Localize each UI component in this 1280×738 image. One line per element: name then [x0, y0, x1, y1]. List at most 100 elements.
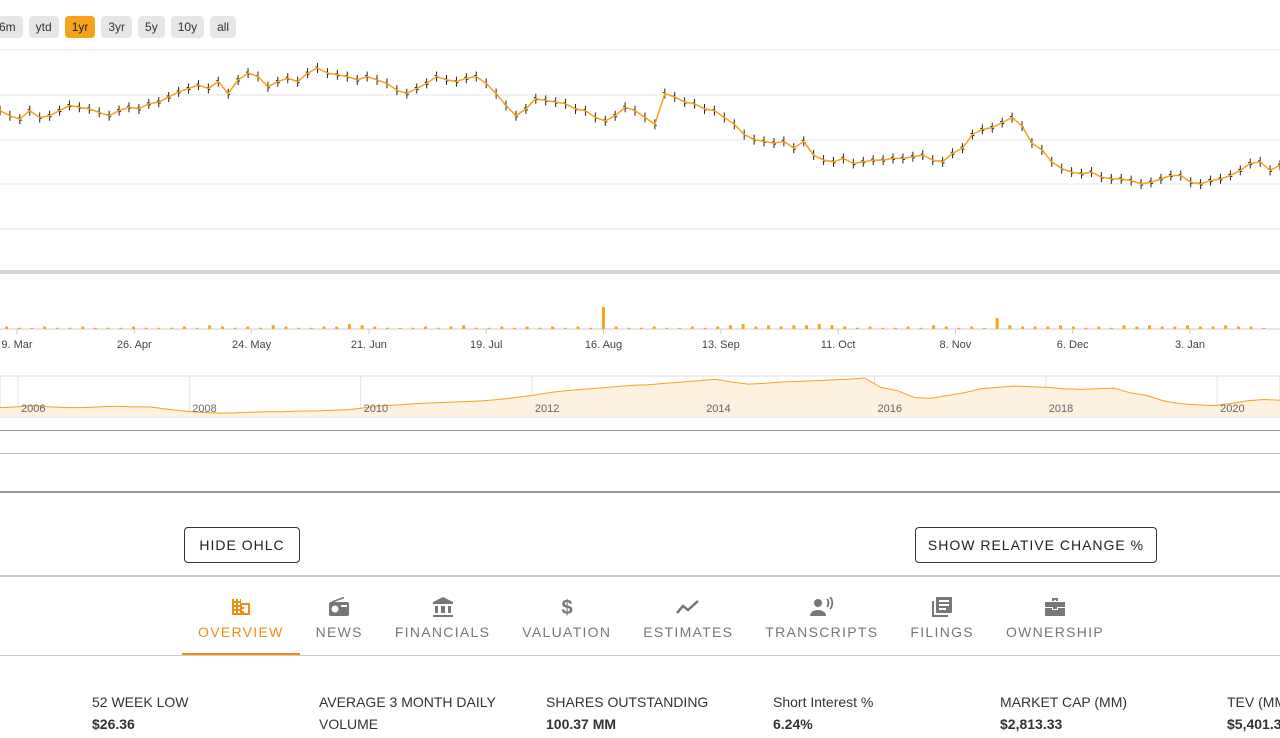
volume-bar	[449, 326, 453, 329]
bank-icon	[432, 595, 454, 619]
radio-icon	[328, 595, 350, 619]
stat-value: 6.24%	[773, 716, 813, 732]
x-tick-label: 16. Aug	[585, 339, 622, 351]
stat-52-week-low: 52 WEEK LOW $26.36	[92, 691, 319, 735]
tab-label: OVERVIEW	[198, 624, 284, 640]
stock-price-chart[interactable]: 9. Mar 26. Apr 24. May 21. Jun 19. Jul 16. Au…	[0, 0, 1280, 440]
range-button-ytd[interactable]: ytd	[28, 16, 59, 38]
stat-shares-outstanding: SHARES OUTSTANDING 100.37 MM	[546, 691, 773, 735]
volume-bar	[322, 326, 326, 329]
tab-label: VALUATION	[522, 624, 612, 640]
range-button-all[interactable]: all	[210, 16, 237, 38]
volume-bar	[678, 327, 682, 329]
volume-bar	[1249, 326, 1253, 329]
volume-bars	[5, 307, 1266, 329]
price-line	[0, 67, 1280, 185]
show-relative-change-button[interactable]: SHOW RELATIVE CHANGE %	[915, 527, 1157, 563]
volume-bar	[157, 327, 161, 329]
volume-bar	[1211, 326, 1215, 329]
tab-label: FINANCIALS	[394, 624, 491, 640]
stat-label: TEV (MM)	[1227, 694, 1280, 710]
volume-bar	[462, 325, 466, 329]
volume-bar	[982, 327, 986, 329]
volume-bar	[246, 326, 250, 329]
tab-filings[interactable]: FILINGS	[894, 583, 990, 656]
volume-bar	[220, 326, 224, 329]
volume-bar	[335, 326, 339, 329]
tab-overview[interactable]: OVERVIEW	[182, 583, 300, 656]
volume-bar	[360, 325, 364, 329]
volume-bar	[424, 326, 428, 329]
range-button-1yr[interactable]: 1yr	[64, 16, 96, 38]
volume-bar	[906, 326, 910, 329]
hide-ohlc-button[interactable]: HIDE OHLC	[184, 527, 300, 563]
range-button-6m[interactable]: 6m	[0, 16, 23, 38]
volume-bar	[106, 327, 110, 329]
volume-bar	[500, 326, 504, 329]
volume-bar	[347, 324, 351, 329]
volume-bar	[944, 326, 948, 329]
volume-bar	[868, 326, 872, 329]
volume-bar	[513, 327, 516, 329]
volume-bar	[830, 325, 834, 329]
volume-bar	[398, 327, 402, 329]
volume-bar	[436, 327, 440, 329]
navigator-area	[0, 378, 1280, 417]
volume-bar	[284, 326, 288, 329]
briefcase-icon	[1044, 595, 1066, 619]
volume-bar	[563, 327, 567, 329]
volume-bar	[68, 327, 72, 329]
tab-ownership[interactable]: OWNERSHIP	[990, 583, 1120, 656]
volume-bar	[652, 326, 656, 329]
stat-value: $2,813.33	[1000, 716, 1063, 732]
tabs-divider	[0, 655, 1280, 656]
x-tick-label: 24. May	[232, 339, 272, 351]
stat-avg-volume: AVERAGE 3 MONTH DAILY VOLUME	[319, 691, 546, 735]
volume-bar	[855, 327, 859, 329]
tab-transcripts[interactable]: TRANSCRIPTS	[749, 583, 894, 656]
speaker-icon	[809, 595, 834, 619]
tab-estimates[interactable]: ESTIMATES	[627, 583, 749, 656]
volume-bar	[373, 326, 377, 329]
volume-bar	[1148, 325, 1151, 329]
x-tick-label: 13. Sep	[702, 339, 740, 351]
stat-market-cap: MARKET CAP (MM) $2,813.33	[1000, 691, 1227, 735]
volume-bar	[1008, 325, 1012, 329]
volume-bar	[843, 326, 847, 329]
volume-bar	[474, 327, 478, 329]
tab-financials[interactable]: FINANCIALS	[379, 583, 506, 656]
tab-label: FILINGS	[910, 624, 974, 640]
trend-icon	[676, 595, 700, 619]
volume-bar	[690, 326, 694, 329]
scrollbar-track[interactable]	[0, 430, 1280, 431]
navigator-tick-label: 2012	[535, 403, 559, 415]
volume-bar	[754, 326, 758, 329]
volume-bar	[297, 327, 301, 329]
volume-bar	[805, 325, 809, 329]
navigator-tick-label: 2008	[192, 403, 216, 415]
document-icon	[932, 595, 953, 619]
volume-bar	[182, 326, 186, 329]
tab-valuation[interactable]: $ VALUATION	[506, 583, 627, 656]
chart-search-input[interactable]	[0, 462, 566, 486]
tab-news[interactable]: NEWS	[300, 583, 379, 656]
x-tick-label: 11. Oct	[821, 339, 856, 351]
volume-bar	[1033, 326, 1037, 329]
range-button-5y[interactable]: 5y	[138, 16, 165, 38]
tab-label: TRANSCRIPTS	[765, 624, 879, 640]
volume-bar	[1198, 326, 1202, 329]
x-tick-label: 19. Jul	[470, 339, 502, 351]
volume-bar	[132, 326, 135, 329]
volume-bar	[1160, 326, 1164, 329]
pane-separator[interactable]	[0, 270, 1280, 274]
x-tick-label: 9. Mar	[1, 339, 33, 351]
volume-bar	[1109, 327, 1113, 329]
x-tick-label: 3. Jan	[1175, 339, 1205, 351]
stat-value: $26.36	[92, 716, 135, 732]
range-button-3yr[interactable]: 3yr	[101, 16, 133, 38]
volume-bar	[1059, 325, 1063, 329]
range-button-10y[interactable]: 10y	[170, 16, 205, 38]
volume-bar	[601, 307, 605, 329]
volume-bar	[551, 326, 555, 329]
stat-label: AVERAGE 3 MONTH DAILY VOLUME	[319, 694, 496, 732]
